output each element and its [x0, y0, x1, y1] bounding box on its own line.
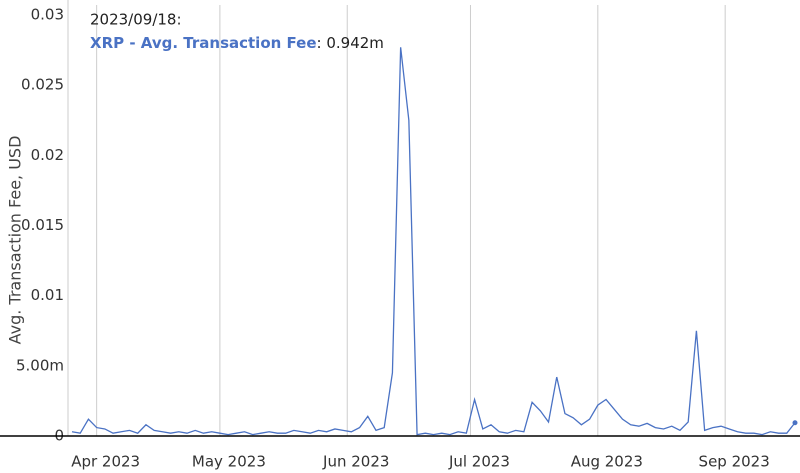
tooltip-date: 2023/09/18: [90, 11, 182, 29]
data-line [71, 47, 796, 436]
x-tick-label: Apr 2023 [71, 453, 140, 471]
y-tick-label: 0.01 [31, 286, 64, 304]
hover-point [792, 420, 798, 426]
x-tick-label: Sep 2023 [699, 453, 770, 471]
tooltip-value: : 0.942m [317, 34, 384, 52]
y-tick-label: 5.00m [16, 356, 64, 374]
y-axis-label: Avg. Transaction Fee, USD [6, 136, 25, 345]
y-tick-label: 0.03 [31, 6, 64, 24]
x-tick-label: Aug 2023 [571, 453, 643, 471]
x-tick-label: May 2023 [192, 453, 266, 471]
tooltip-series: XRP - Avg. Transaction Fee [90, 34, 317, 52]
x-tick-label: Jun 2023 [322, 453, 389, 471]
x-tick-label: Jul 2023 [448, 453, 510, 471]
y-tick-label: 0.02 [31, 146, 64, 164]
y-tick-label: 0.015 [21, 216, 64, 234]
tooltip-line: XRP - Avg. Transaction Fee: 0.942m [90, 34, 384, 52]
y-tick-label: 0.025 [21, 76, 64, 94]
